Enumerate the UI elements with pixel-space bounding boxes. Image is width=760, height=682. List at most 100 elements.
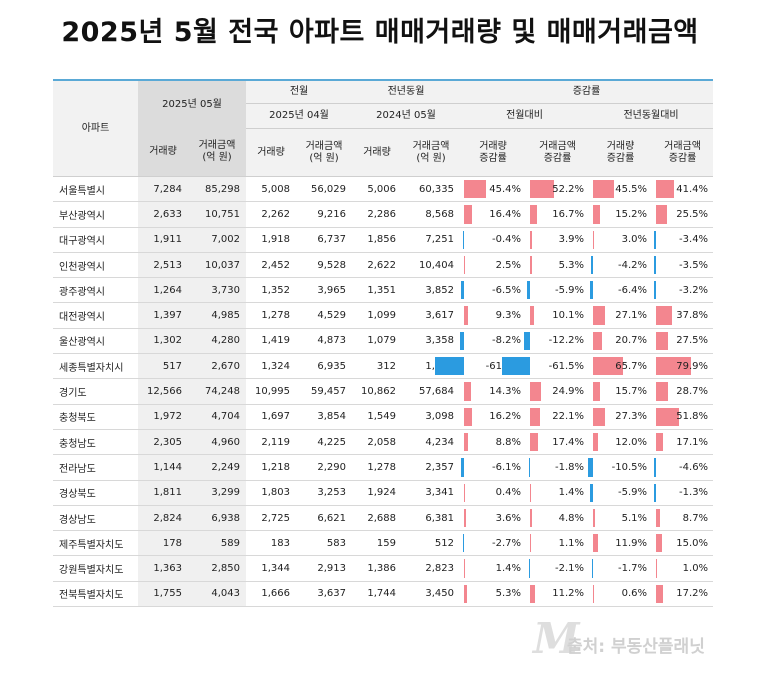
cell-volume-prev-year: 2,688 — [352, 505, 403, 532]
rate-value: 15.7% — [615, 386, 648, 398]
cell-volume-prev-month: 1,344 — [246, 555, 297, 582]
cell-volume-prev-month: 1,278 — [246, 302, 297, 329]
decrease-bar — [524, 331, 530, 351]
increase-bar — [592, 432, 599, 452]
rate-value: 0.4% — [495, 487, 522, 499]
decrease-bar — [589, 281, 593, 300]
cell-volume-prev-year: 1,278 — [352, 454, 403, 481]
cell-yoy-volume-rate: 15.2% — [589, 201, 653, 228]
cell-amount-current: 589 — [188, 530, 247, 557]
increase-bar — [529, 432, 538, 452]
rate-value: -1.3% — [679, 487, 709, 499]
increase-bar — [529, 407, 540, 426]
decrease-bar — [528, 458, 530, 477]
increase-bar — [592, 534, 599, 553]
increase-bar — [463, 205, 472, 224]
cell-volume-prev-year: 1,351 — [352, 277, 403, 304]
cell-mom-volume-rate: -6.5% — [460, 277, 527, 304]
increase-bar — [592, 230, 595, 249]
cell-mom-volume-rate: -0.4% — [460, 227, 527, 253]
rate-value: -6.4% — [618, 284, 648, 296]
rate-value: -8.2% — [492, 335, 522, 347]
decrease-bar — [590, 483, 593, 502]
rate-value: 14.3% — [489, 386, 522, 398]
rate-value: -6.1% — [492, 461, 522, 473]
cell-volume-prev-year: 1,924 — [352, 480, 403, 506]
increase-bar — [655, 508, 660, 528]
cell-mom-volume-rate: 14.3% — [460, 378, 527, 405]
table-row: 강원특별자치도 1,363 2,850 1,344 2,913 1,386 2,823 1.4… — [53, 555, 714, 582]
cell-amount-prev-year: 3,450 — [402, 581, 461, 608]
increase-bar — [655, 432, 664, 452]
cell-mom-amount-rate: -2.1% — [526, 555, 590, 582]
cell-volume-current: 1,302 — [138, 328, 188, 355]
col-mom-amount-rate: 거래금액 증감률 — [526, 128, 590, 177]
col-volume-current: 거래량 — [138, 128, 188, 177]
cell-mom-volume-rate: 16.2% — [460, 404, 527, 430]
increase-bar — [529, 508, 532, 528]
rate-value: 27.3% — [615, 411, 648, 423]
cell-amount-prev-year: 3,852 — [402, 277, 461, 304]
cell-mom-amount-rate: -5.9% — [526, 277, 590, 304]
table-row: 충청남도 2,305 4,960 2,119 4,225 2,058 4,234 8.8% 17… — [53, 429, 714, 456]
col-volume-prev-year: 거래량 — [352, 128, 403, 177]
cell-mom-volume-rate: 45.4% — [460, 175, 527, 203]
cell-region: 충청북도 — [53, 404, 138, 430]
cell-amount-prev-month: 9,528 — [296, 252, 353, 279]
cell-volume-prev-month: 5,008 — [246, 175, 297, 203]
rate-value: 20.7% — [615, 335, 648, 347]
table-row: 인천광역시 2,513 10,037 2,452 9,528 2,622 10,404 2.5… — [53, 252, 714, 279]
cell-amount-prev-month: 59,457 — [296, 378, 353, 405]
cell-volume-prev-year: 1,099 — [352, 302, 403, 329]
cell-amount-prev-month: 3,965 — [296, 277, 353, 304]
cell-yoy-amount-rate: 51.8% — [652, 404, 714, 430]
cell-yoy-volume-rate: 27.3% — [589, 404, 653, 430]
cell-amount-prev-year: 2,823 — [402, 555, 461, 582]
cell-yoy-volume-rate: 20.7% — [589, 328, 653, 355]
cell-yoy-amount-rate: 17.2% — [652, 581, 714, 608]
cell-amount-current: 4,960 — [188, 429, 247, 456]
increase-bar — [592, 306, 606, 325]
cell-region: 충청남도 — [53, 429, 138, 456]
rate-value: 10.1% — [552, 310, 585, 322]
cell-mom-amount-rate: 17.4% — [526, 429, 590, 456]
rate-value: -2.1% — [555, 563, 585, 575]
header-current-month: 2025년 05월 — [138, 80, 247, 129]
table-row: 제주특별자치도 178 589 183 583 159 512 -2.7% 1.1% 11.9% 1… — [53, 530, 714, 557]
rate-value: 52.2% — [552, 183, 585, 195]
cell-mom-amount-rate: 5.3% — [526, 252, 590, 279]
rate-value: 41.4% — [676, 183, 709, 195]
cell-mom-volume-rate: 2.5% — [460, 252, 527, 279]
increase-bar — [463, 559, 466, 578]
rate-value: 5.3% — [558, 259, 585, 271]
increase-bar — [529, 205, 538, 224]
cell-yoy-volume-rate: -10.5% — [588, 454, 653, 481]
increase-bar — [655, 331, 668, 351]
header-corner: 아파트 — [53, 80, 138, 177]
cell-volume-current: 1,811 — [138, 480, 188, 506]
cell-volume-prev-month: 1,419 — [246, 328, 297, 355]
cell-volume-prev-year: 2,622 — [352, 252, 403, 279]
table-row: 충청북도 1,972 4,704 1,697 3,854 1,549 3,098 16.2% 2… — [53, 404, 714, 430]
cell-amount-prev-year: 3,098 — [402, 404, 461, 430]
decrease-bar — [654, 230, 656, 249]
col-mom-volume-rate: 거래량 증감률 — [460, 128, 527, 177]
rate-value: 11.2% — [552, 588, 585, 600]
rate-value: -3.2% — [679, 284, 709, 296]
rate-value: 3.6% — [495, 512, 522, 524]
cell-amount-current: 3,730 — [188, 277, 247, 304]
cell-mom-volume-rate: 5.3% — [460, 581, 527, 608]
table-row: 서울특별시 7,284 85,298 5,008 56,029 5,006 60,335 45… — [53, 175, 714, 203]
rate-value: 27.5% — [676, 335, 709, 347]
cell-region: 전라남도 — [53, 454, 138, 481]
cell-amount-prev-year: 4,234 — [402, 429, 461, 456]
col-yoy-volume-rate: 거래량 증감률 — [589, 128, 653, 177]
cell-volume-prev-year: 5,006 — [352, 175, 403, 203]
decrease-bar — [654, 255, 656, 275]
cell-mom-amount-rate: -1.8% — [526, 454, 590, 481]
cell-mom-amount-rate: 52.2% — [526, 175, 590, 203]
table-row: 광주광역시 1,264 3,730 1,352 3,965 1,351 3,852 -6.5%… — [53, 277, 714, 304]
cell-region: 부산광역시 — [53, 201, 138, 228]
rate-value: 2.5% — [495, 259, 522, 271]
cell-yoy-amount-rate: -3.2% — [652, 277, 714, 304]
